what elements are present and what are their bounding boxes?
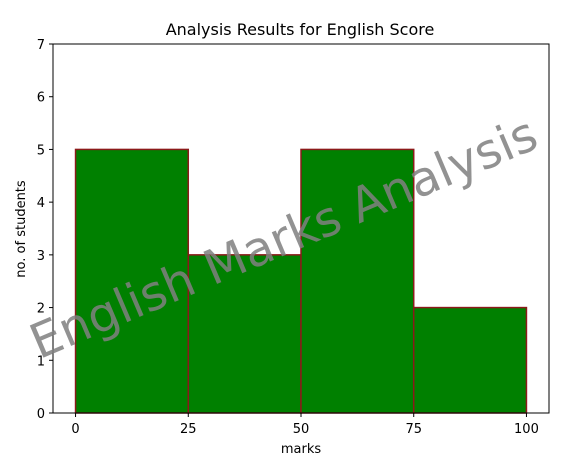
y-tick-label: 1 — [37, 354, 45, 369]
x-tick-label: 25 — [180, 422, 197, 437]
x-tick-label: 100 — [514, 422, 539, 437]
x-tick-label: 0 — [71, 422, 79, 437]
y-tick-label: 2 — [37, 302, 45, 317]
y-tick-label: 6 — [37, 91, 45, 106]
x-tick-label: 50 — [293, 422, 310, 437]
y-tick-label: 7 — [37, 38, 45, 53]
histogram-bar-3 — [300, 148, 415, 414]
y-tick-label: 0 — [37, 407, 45, 422]
histogram-bar-4 — [412, 306, 528, 414]
histogram-bar-2 — [187, 254, 302, 414]
x-axis-label: marks — [281, 442, 322, 457]
y-tick-label: 3 — [37, 249, 45, 264]
bars-group — [74, 148, 528, 414]
y-tick-label: 5 — [37, 143, 45, 158]
histogram-bar-1 — [74, 148, 190, 414]
chart-title: Analysis Results for English Score — [166, 20, 435, 39]
x-tick-label: 75 — [405, 422, 422, 437]
y-axis-label: no. of students — [14, 180, 29, 278]
y-ticks: 0 1 2 3 4 5 6 7 — [37, 38, 53, 422]
y-tick-label: 4 — [37, 196, 45, 211]
x-ticks: 0 25 50 75 100 — [71, 413, 539, 437]
plot-frame — [52, 43, 550, 414]
